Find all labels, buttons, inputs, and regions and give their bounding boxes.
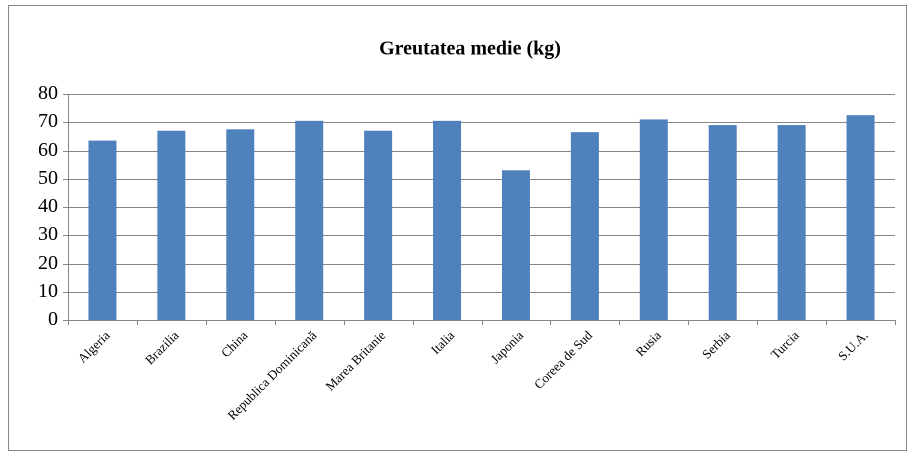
bar [433,120,462,321]
y-tick-label: 10 [38,280,58,302]
bar [157,130,186,320]
bar [777,125,806,320]
bar [295,120,324,321]
bar [88,140,117,320]
y-tick-label: 70 [38,110,58,132]
y-tick-label: 20 [38,252,58,274]
bar [846,115,875,320]
y-tick-label: 0 [48,308,58,330]
bar [570,132,599,320]
bar [501,170,530,320]
y-tick-label: 80 [38,82,58,104]
y-tick-label: 30 [38,223,58,245]
y-tick-label: 60 [38,139,58,161]
bar [226,129,255,320]
chart-title: Greutatea medie (kg) [379,38,561,60]
y-tick-label: 50 [38,167,58,189]
y-tick-label: 40 [38,195,58,217]
bar [708,125,737,320]
bar [639,119,668,320]
bar [364,130,393,320]
